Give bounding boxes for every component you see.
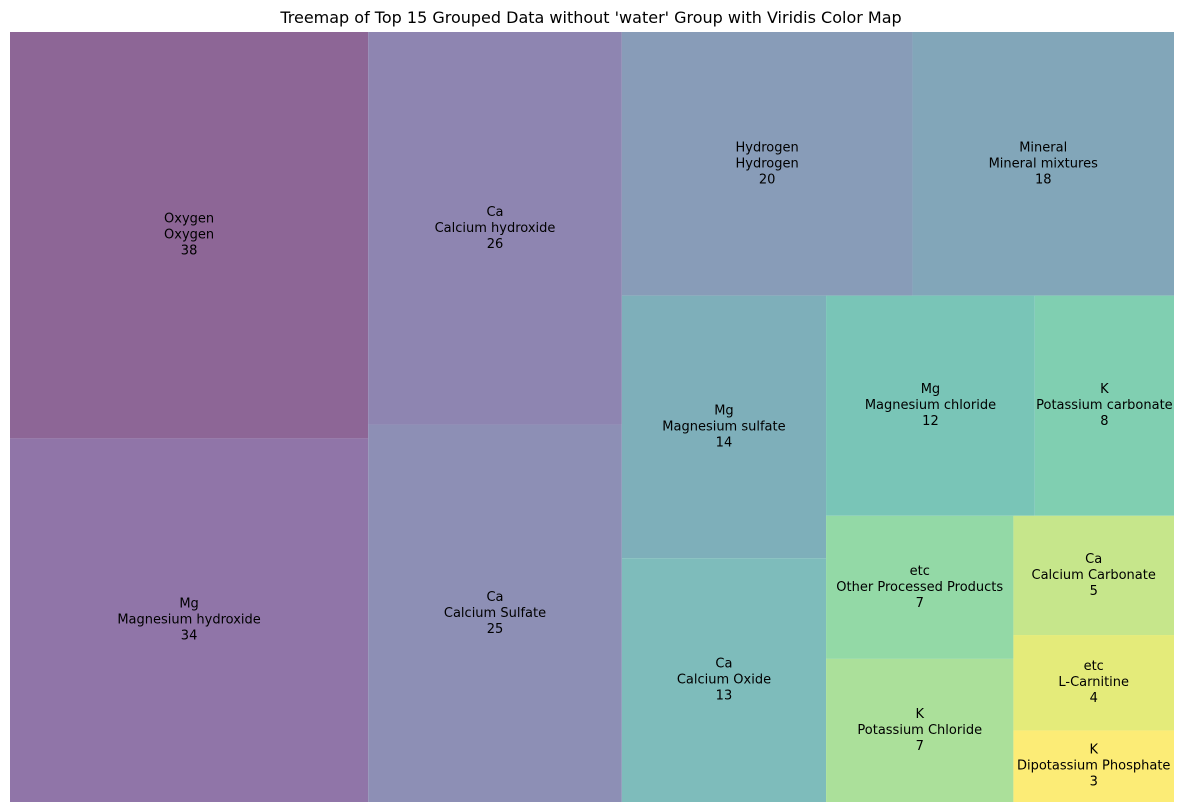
cell-value-label: 26: [487, 237, 504, 252]
treemap-rect: [826, 515, 1014, 659]
cell-value-label: 8: [1100, 414, 1108, 429]
treemap-rect: [1013, 635, 1174, 731]
cell-value-label: 4: [1090, 691, 1098, 706]
treemap-rect: [826, 658, 1014, 802]
treemap-rect: [368, 32, 622, 425]
cell-item-label: Potassium Chloride: [857, 723, 982, 738]
cell-item-label: Magnesium chloride: [865, 398, 996, 413]
treemap-rect: [1013, 730, 1174, 802]
cell-group-label: K: [1100, 382, 1109, 397]
cell-item-label: Potassium carbonate: [1036, 398, 1173, 413]
cell-group-label: Ca: [1085, 552, 1102, 567]
cell-item-label: Magnesium hydroxide: [117, 613, 260, 628]
cell-group-label: Mg: [921, 382, 940, 397]
treemap-rect: [1034, 295, 1174, 516]
cell-item-label: Calcium Oxide: [677, 673, 771, 688]
cell-group-label: Ca: [486, 205, 503, 220]
treemap-rect: [621, 295, 827, 559]
cell-item-label: Hydrogen: [736, 156, 799, 171]
treemap-rect: [912, 32, 1174, 296]
cell-item-label: Calcium Sulfate: [444, 606, 546, 621]
treemap-rect: [10, 32, 369, 439]
cell-group-label: etc: [1084, 659, 1104, 674]
treemap-rect: [621, 32, 913, 296]
cell-group-label: Ca: [715, 657, 732, 672]
cell-item-label: Calcium hydroxide: [435, 221, 556, 236]
cell-item-label: Dipotassium Phosphate: [1017, 759, 1170, 774]
cell-item-label: Magnesium sulfate: [662, 419, 785, 434]
treemap-rect: [368, 424, 622, 802]
treemap-rect: [826, 295, 1035, 516]
cell-group-label: K: [1089, 743, 1098, 758]
cell-value-label: 7: [916, 739, 924, 754]
chart-title: Treemap of Top 15 Grouped Data without '…: [280, 8, 902, 27]
cell-value-label: 34: [181, 629, 198, 644]
cell-value-label: 5: [1090, 584, 1098, 599]
cell-value-label: 13: [716, 689, 733, 704]
treemap-rect: [10, 438, 369, 802]
cell-value-label: 3: [1090, 775, 1098, 790]
cell-group-label: Hydrogen: [736, 140, 799, 155]
cell-value-label: 20: [759, 172, 776, 187]
cell-value-label: 25: [487, 622, 504, 637]
cell-value-label: 7: [916, 596, 924, 611]
cell-group-label: Ca: [486, 590, 503, 605]
cell-group-label: Mg: [179, 597, 198, 612]
cell-item-label: Calcium Carbonate: [1032, 568, 1156, 583]
cell-value-label: 18: [1035, 172, 1052, 187]
cell-group-label: etc: [910, 564, 930, 579]
cell-value-label: 14: [716, 435, 733, 450]
cell-item-label: Oxygen: [164, 228, 214, 243]
treemap-rect: [1013, 515, 1174, 636]
cell-value-label: 12: [922, 414, 939, 429]
cell-item-label: L-Carnitine: [1058, 675, 1129, 690]
cell-item-label: Other Processed Products: [836, 580, 1003, 595]
cell-value-label: 38: [181, 244, 198, 259]
cell-item-label: Mineral mixtures: [989, 156, 1098, 171]
cell-group-label: Mg: [714, 403, 733, 418]
treemap-rect: [621, 558, 827, 802]
cell-group-label: K: [915, 707, 924, 722]
cell-group-label: Mineral: [1019, 140, 1067, 155]
cell-group-label: Oxygen: [164, 212, 214, 227]
